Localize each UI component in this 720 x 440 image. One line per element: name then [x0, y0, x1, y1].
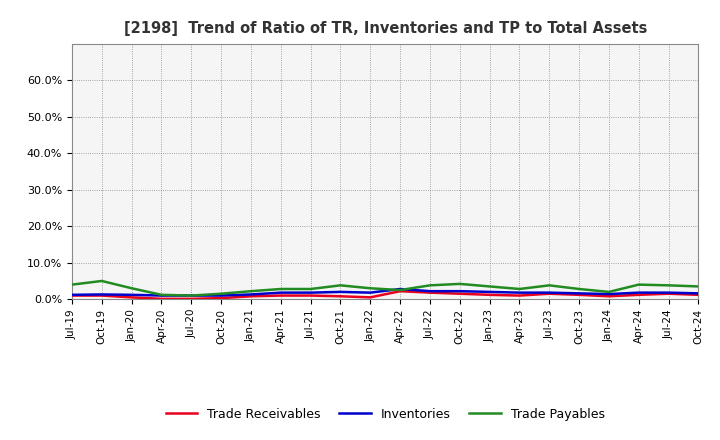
Trade Payables [157, 292, 166, 297]
Trade Payables [97, 279, 106, 284]
Trade Receivables [485, 292, 494, 297]
Trade Receivables [276, 293, 285, 298]
Legend: Trade Receivables, Inventories, Trade Payables: Trade Receivables, Inventories, Trade Pa… [161, 403, 610, 425]
Line: Trade Payables: Trade Payables [72, 281, 698, 296]
Trade Payables [545, 283, 554, 288]
Trade Payables [515, 286, 523, 292]
Inventories [336, 289, 345, 294]
Line: Inventories: Inventories [72, 289, 698, 296]
Trade Receivables [157, 296, 166, 301]
Trade Receivables [545, 291, 554, 297]
Trade Receivables [605, 293, 613, 299]
Trade Receivables [665, 291, 673, 297]
Inventories [157, 293, 166, 298]
Inventories [426, 289, 434, 294]
Trade Receivables [366, 295, 374, 300]
Trade Payables [306, 286, 315, 292]
Trade Receivables [426, 290, 434, 295]
Inventories [127, 292, 136, 297]
Trade Payables [605, 289, 613, 294]
Inventories [485, 289, 494, 294]
Inventories [456, 289, 464, 294]
Trade Payables [217, 291, 225, 297]
Trade Receivables [634, 292, 643, 297]
Trade Payables [68, 282, 76, 287]
Trade Payables [694, 284, 703, 289]
Inventories [575, 291, 583, 296]
Trade Payables [127, 286, 136, 291]
Trade Payables [456, 281, 464, 286]
Inventories [276, 290, 285, 295]
Inventories [187, 293, 196, 298]
Inventories [306, 290, 315, 295]
Trade Payables [336, 283, 345, 288]
Trade Payables [247, 289, 256, 294]
Trade Receivables [97, 293, 106, 298]
Inventories [694, 291, 703, 296]
Inventories [396, 286, 405, 292]
Inventories [366, 290, 374, 295]
Trade Payables [276, 286, 285, 292]
Trade Receivables [456, 291, 464, 297]
Trade Receivables [217, 296, 225, 301]
Trade Receivables [68, 293, 76, 298]
Inventories [665, 290, 673, 295]
Inventories [545, 290, 554, 295]
Inventories [217, 293, 225, 298]
Inventories [605, 291, 613, 297]
Inventories [97, 292, 106, 297]
Title: [2198]  Trend of Ratio of TR, Inventories and TP to Total Assets: [2198] Trend of Ratio of TR, Inventories… [124, 21, 647, 36]
Trade Receivables [575, 292, 583, 297]
Trade Receivables [247, 293, 256, 299]
Trade Payables [665, 283, 673, 288]
Trade Receivables [336, 293, 345, 299]
Trade Receivables [694, 292, 703, 297]
Trade Receivables [187, 296, 196, 301]
Trade Payables [575, 286, 583, 292]
Trade Receivables [306, 293, 315, 298]
Trade Payables [426, 283, 434, 288]
Trade Payables [485, 284, 494, 289]
Trade Payables [187, 293, 196, 298]
Line: Trade Receivables: Trade Receivables [72, 291, 698, 299]
Inventories [247, 292, 256, 297]
Trade Receivables [515, 293, 523, 298]
Trade Payables [396, 287, 405, 293]
Inventories [68, 292, 76, 297]
Inventories [634, 290, 643, 295]
Inventories [515, 290, 523, 295]
Trade Payables [366, 286, 374, 291]
Trade Receivables [127, 295, 136, 300]
Trade Payables [634, 282, 643, 287]
Trade Receivables [396, 289, 405, 294]
